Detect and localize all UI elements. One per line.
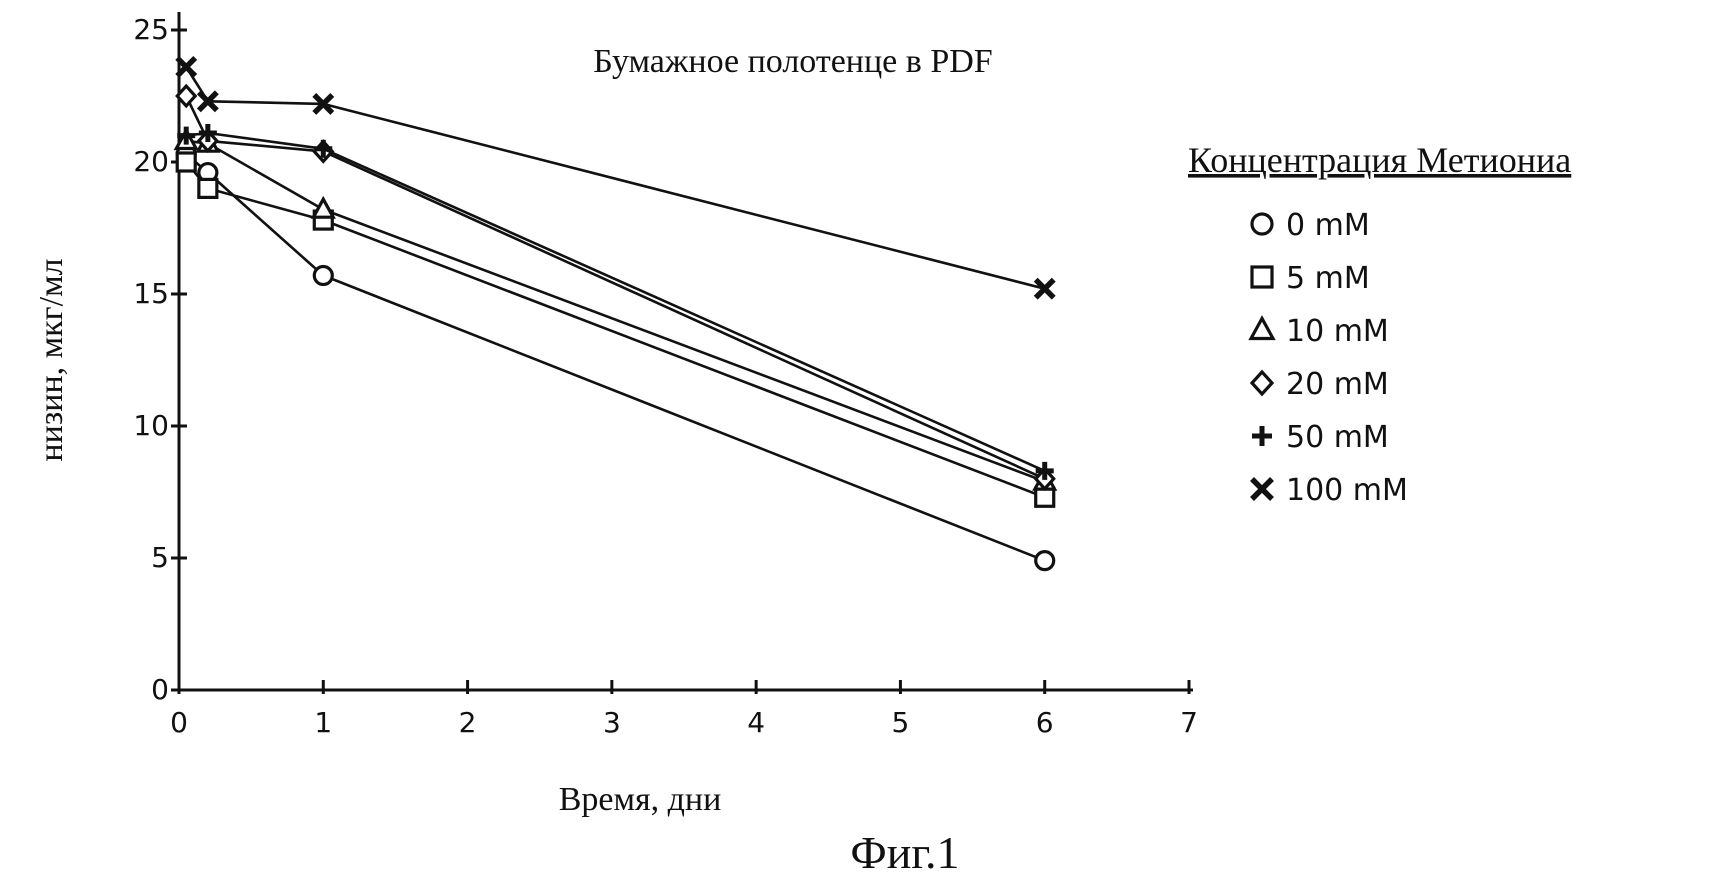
data-point-0-mm bbox=[1036, 552, 1054, 570]
legend-marker-5-mm bbox=[1252, 267, 1272, 287]
y-tick-label: 15 bbox=[133, 277, 169, 310]
data-point-5-mm bbox=[199, 179, 217, 197]
data-point-5-mm bbox=[177, 153, 195, 171]
series-0-mm bbox=[177, 145, 1053, 570]
legend-title: Концентрация Метиониа bbox=[1188, 140, 1571, 180]
legend-marker-50-mm bbox=[1252, 426, 1272, 446]
y-axis-label: низин, мкг/мл bbox=[33, 258, 70, 461]
y-tick-label: 0 bbox=[151, 673, 169, 706]
x-axis-label: Время, дни bbox=[559, 781, 722, 818]
series-line-100-mm bbox=[186, 67, 1044, 289]
x-tick-label: 4 bbox=[747, 706, 765, 739]
legend-marker-0-mm bbox=[1252, 214, 1272, 234]
legend-label-5-mm: 5 mM bbox=[1286, 261, 1370, 296]
data-point-10-mm bbox=[313, 199, 333, 217]
legend-label-20-mm: 20 mM bbox=[1286, 367, 1389, 402]
x-tick-label: 6 bbox=[1036, 706, 1054, 739]
x-tick-label: 0 bbox=[170, 706, 188, 739]
data-point-0-mm bbox=[314, 267, 332, 285]
legend-label-0-mm: 0 mM bbox=[1286, 208, 1370, 243]
legend-item-50-mm: 50 mM bbox=[1252, 420, 1389, 455]
legend-item-20-mm: 20 mM bbox=[1252, 367, 1389, 402]
series-50-mm bbox=[177, 124, 1053, 480]
x-tick-label: 7 bbox=[1180, 706, 1198, 739]
legend-marker-10-mm bbox=[1251, 319, 1273, 339]
legend: Концентрация Метиониа 0 mM 5 mM 10 mM 20 mM… bbox=[1188, 140, 1571, 508]
x-tick-label: 3 bbox=[603, 706, 621, 739]
axes: 0 1 2 3 4 5 6 7 0 5 10 15 20 25 bbox=[133, 12, 1198, 739]
legend-marker-100-mm bbox=[1252, 479, 1272, 499]
x-tick-label: 2 bbox=[459, 706, 477, 739]
data-point-100-mm bbox=[1036, 280, 1054, 298]
x-tick-label: 1 bbox=[314, 706, 332, 739]
y-tick-label: 20 bbox=[133, 145, 169, 178]
legend-marker-20-mm bbox=[1252, 372, 1272, 394]
legend-label-100-mm: 100 mM bbox=[1286, 473, 1408, 508]
legend-item-5-mm: 5 mM bbox=[1252, 261, 1370, 296]
x-tick-label: 5 bbox=[892, 706, 910, 739]
y-tick-label: 25 bbox=[133, 13, 169, 46]
series-layer bbox=[176, 58, 1054, 570]
legend-label-10-mm: 10 mM bbox=[1286, 314, 1389, 349]
series-line-10-mm bbox=[186, 141, 1044, 482]
series-10-mm bbox=[176, 131, 1054, 490]
y-tick-label: 5 bbox=[151, 541, 169, 574]
legend-item-10-mm: 10 mM bbox=[1251, 314, 1389, 349]
chart-title: Бумажное полотенце в PDF bbox=[593, 43, 992, 80]
figure-caption: Фиг.1 bbox=[850, 827, 959, 878]
y-tick-label: 10 bbox=[133, 409, 169, 442]
legend-item-0-mm: 0 mM bbox=[1252, 208, 1370, 243]
series-5-mm bbox=[177, 153, 1053, 506]
legend-label-50-mm: 50 mM bbox=[1286, 420, 1389, 455]
legend-item-100-mm: 100 mM bbox=[1252, 473, 1408, 508]
